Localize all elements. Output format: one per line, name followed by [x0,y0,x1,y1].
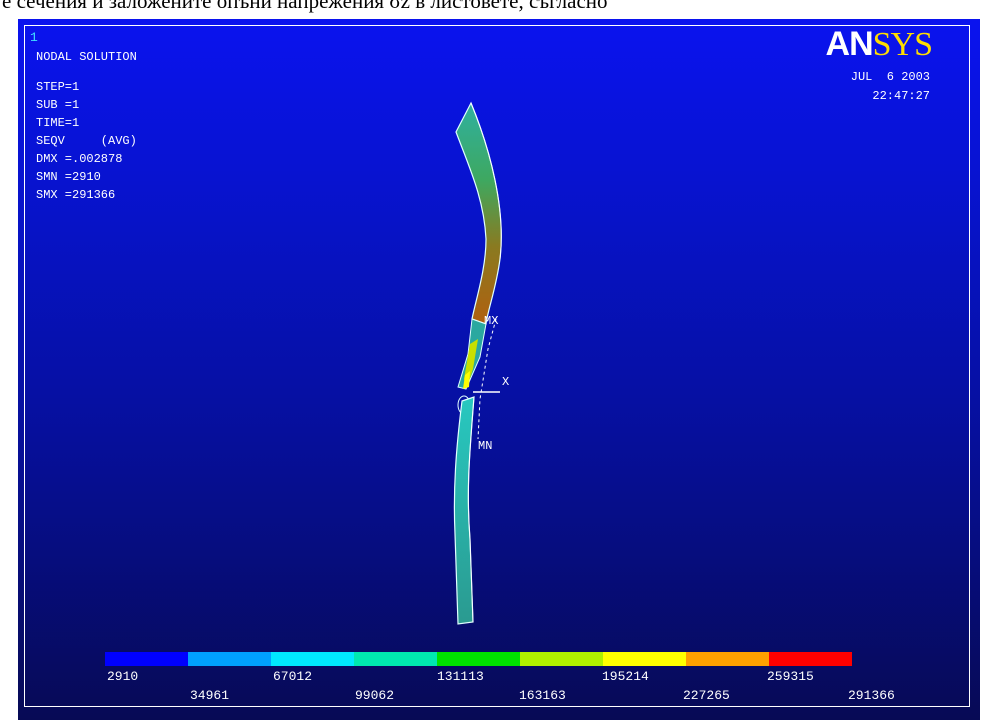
legend-label-top-3: 131113 [437,669,484,684]
legend-label-bottom-3: 163163 [519,688,566,703]
lower-plate-edge [467,396,475,623]
viewport-frame [24,25,970,707]
ansys-graphics-window[interactable]: 1 NODAL SOLUTION STEP=1 SUB =1 TIME=1 SE… [18,19,980,720]
legend-label-top-2: 67012 [273,669,313,684]
legend-color-6 [520,652,603,666]
info-time: TIME=1 [36,116,80,130]
info-smx: SMX =291366 [36,188,116,202]
legend-color-3 [271,652,354,666]
legend-label-bottom-2: 99062 [355,688,395,703]
legend-color-4 [354,652,437,666]
undeformed-outline [477,318,497,440]
max-marker: MX [484,314,499,328]
legend-color-8 [686,652,769,666]
legend-color-5 [437,652,520,666]
legend-label-top-4: 195214 [602,669,649,684]
info-seqv: SEQV (AVG) [36,134,137,148]
upper-plate-edge [470,102,502,260]
legend-color-2 [188,652,271,666]
legend-label-top-1: 2910 [107,669,139,684]
window-number: 1 [30,30,38,45]
min-marker: MN [478,439,493,453]
info-dmx: DMX =.002878 [36,152,123,166]
plot-title: NODAL SOLUTION [36,50,137,64]
logo-an: AN [825,25,874,63]
plot-time: 22:47:27 [872,89,930,103]
plot-date: JUL 6 2003 [850,70,930,84]
deformed-model[interactable] [18,19,980,720]
logo-sys: SYS [872,26,933,63]
legend-label-bottom-4: 227265 [683,688,730,703]
upper-plate [455,101,502,325]
legend-label-bottom-1: 34961 [190,688,230,703]
legend-color-1 [105,652,188,666]
joint-hotspot [463,371,470,389]
contour-legend-bar [105,652,852,666]
legend-color-7 [603,652,686,666]
info-sub: SUB =1 [36,98,80,112]
axis-x-label: X [502,375,510,389]
legend-label-top-5: 259315 [767,669,814,684]
info-step: STEP=1 [36,80,80,94]
ansys-logo: ANSYS [825,25,933,64]
info-smn: SMN =2910 [36,170,101,184]
legend-color-9 [769,652,852,666]
document-caption: е сечения и заложените опъни напрежения … [2,0,608,13]
legend-label-bottom-5: 291366 [848,688,895,703]
